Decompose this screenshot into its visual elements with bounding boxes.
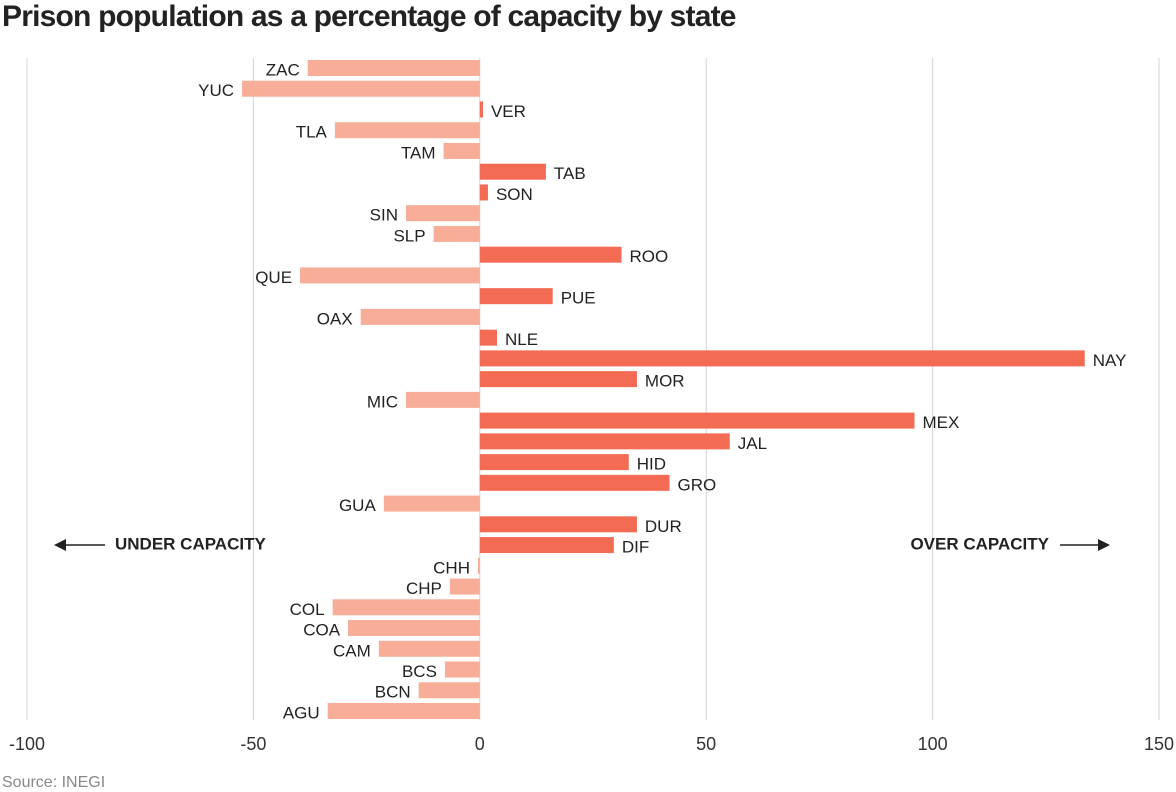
category-label: ZAC <box>266 60 300 79</box>
bar <box>479 101 483 118</box>
chart-title: Prison population as a percentage of cap… <box>2 0 736 33</box>
category-label: TAM <box>401 143 436 162</box>
category-label: MOR <box>645 372 685 391</box>
category-label: DIF <box>622 538 649 557</box>
category-label: BCS <box>402 662 437 681</box>
category-label: TLA <box>296 123 328 142</box>
bar <box>479 474 670 491</box>
bar <box>405 391 480 408</box>
bar <box>378 640 480 657</box>
bar <box>242 80 480 97</box>
x-tick-label: 50 <box>696 734 716 754</box>
bar <box>479 412 915 429</box>
category-label: TAB <box>554 164 586 183</box>
category-label: MIC <box>367 392 398 411</box>
category-label: SLP <box>393 226 425 245</box>
bar <box>479 329 498 346</box>
bar <box>405 205 480 222</box>
category-label: GUA <box>339 496 377 515</box>
annotation: UNDER CAPACITY <box>115 534 266 553</box>
category-label: CHH <box>433 558 470 577</box>
arrows <box>54 539 1110 551</box>
bar <box>433 225 480 242</box>
category-label: COL <box>290 600 325 619</box>
bar <box>300 267 480 284</box>
bar <box>334 122 480 139</box>
category-label: ROO <box>630 247 669 266</box>
category-label: PUE <box>561 289 596 308</box>
category-label: VER <box>491 102 526 121</box>
category-label: GRO <box>678 475 717 494</box>
x-tick-label: 0 <box>475 734 485 754</box>
bar <box>327 703 480 719</box>
category-label: OAX <box>317 309 353 328</box>
bar <box>479 371 637 388</box>
bar <box>360 308 480 325</box>
bar <box>479 246 622 263</box>
bar <box>443 142 480 159</box>
bar <box>444 661 480 678</box>
bar <box>332 599 480 616</box>
category-label: SIN <box>370 206 398 225</box>
x-tick-label: -100 <box>9 734 45 754</box>
bar <box>449 578 480 595</box>
category-label: AGU <box>283 703 320 722</box>
bar <box>479 288 553 305</box>
bar <box>383 495 480 512</box>
bar <box>479 454 629 471</box>
x-tick-label: 100 <box>918 734 948 754</box>
bar <box>479 516 637 533</box>
category-label: YUC <box>198 81 234 100</box>
category-label: CHP <box>406 579 442 598</box>
category-label: COA <box>303 621 341 640</box>
bar <box>348 620 480 637</box>
bar <box>479 184 488 201</box>
category-label: CAM <box>333 641 371 660</box>
category-label: MEX <box>922 413 959 432</box>
category-label: SON <box>496 185 533 204</box>
category-label: DUR <box>645 517 682 536</box>
source: Source: INEGI <box>2 774 105 791</box>
category-label: NLE <box>505 330 538 349</box>
bar <box>479 433 730 450</box>
bar <box>477 557 480 574</box>
bar <box>307 60 480 76</box>
category-label: HID <box>637 455 666 474</box>
x-tick-label: -50 <box>240 734 266 754</box>
x-tick-label: 150 <box>1144 734 1174 754</box>
category-label: JAL <box>738 434 767 453</box>
category-label: BCN <box>375 683 411 702</box>
category-label: NAY <box>1093 351 1127 370</box>
bar <box>418 682 480 699</box>
category-label: QUE <box>255 268 292 287</box>
bar <box>479 350 1085 367</box>
bar <box>479 537 614 554</box>
annotation: OVER CAPACITY <box>910 534 1049 553</box>
bar <box>479 163 546 180</box>
